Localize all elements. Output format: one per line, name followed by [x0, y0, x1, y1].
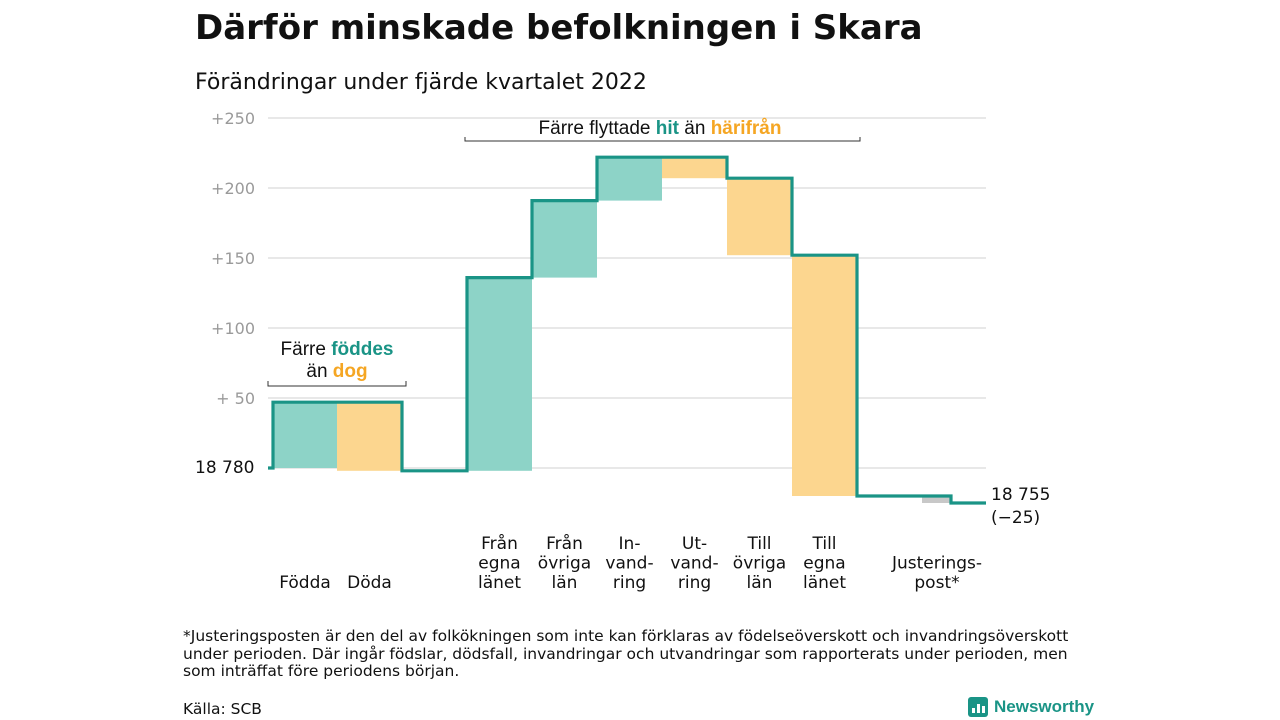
x-tick-labels: Födda Döda Från egna länet Från övriga län In-va… [279, 533, 982, 593]
x-label: Från egna länet [478, 533, 521, 593]
step-line [268, 155, 986, 505]
births-annotation-line1: Färre föddes [281, 339, 394, 360]
bars [273, 157, 951, 503]
newsworthy-logo: Newsworthy [968, 697, 1094, 717]
bar-9 [922, 496, 951, 503]
end-value-label: 18 755 [991, 485, 1050, 505]
y-tick-label: +150 [211, 249, 255, 268]
x-label: Från övriga län [538, 533, 591, 593]
bar-7 [727, 178, 792, 256]
bar-6 [662, 157, 727, 179]
y-tick-label: +100 [211, 319, 255, 338]
bar-3 [467, 277, 532, 471]
x-label: Ut-vand-ring [670, 534, 718, 593]
y-tick-label: + 50 [216, 389, 255, 408]
step-line-path [268, 155, 986, 505]
y-tick-label: +200 [211, 179, 255, 198]
bar-8 [792, 255, 857, 496]
bar-5 [597, 157, 662, 201]
logo-text: Newsworthy [994, 697, 1095, 716]
waterfall-chart: +250 +200 +150 +100 + 50 Födda Döda Från egna lä… [195, 109, 1050, 593]
migration-annotation: Färre flyttade hit än härifrån [539, 118, 782, 139]
logo-icon [968, 697, 988, 717]
x-label: In-vand-ring [605, 534, 653, 593]
births-bracket [267, 381, 407, 387]
x-label: Döda [347, 573, 392, 593]
y-tick-labels: +250 +200 +150 +100 + 50 [211, 109, 255, 408]
x-label: Till egna länet [803, 534, 846, 593]
end-change-label: (−25) [991, 508, 1040, 528]
x-label: Till övriga län [733, 534, 786, 593]
footnote: *Justeringsposten är den del av folkökni… [183, 627, 1069, 680]
source-note: Källa: SCB [183, 700, 262, 718]
bar-4 [532, 200, 597, 278]
bar-1 [273, 402, 337, 468]
x-label: Födda [279, 573, 331, 593]
start-value-label: 18 780 [195, 458, 254, 478]
x-label: Justerings-post* [891, 554, 982, 594]
births-annotation-line2: än dog [306, 361, 367, 382]
migration-bracket [464, 137, 861, 142]
chart-title: Därför minskade befolkningen i Skara [195, 8, 923, 48]
y-tick-label: +250 [211, 109, 255, 128]
bar-2 [337, 402, 402, 471]
chart-subtitle: Förändringar under fjärde kvartalet 2022 [195, 70, 647, 95]
